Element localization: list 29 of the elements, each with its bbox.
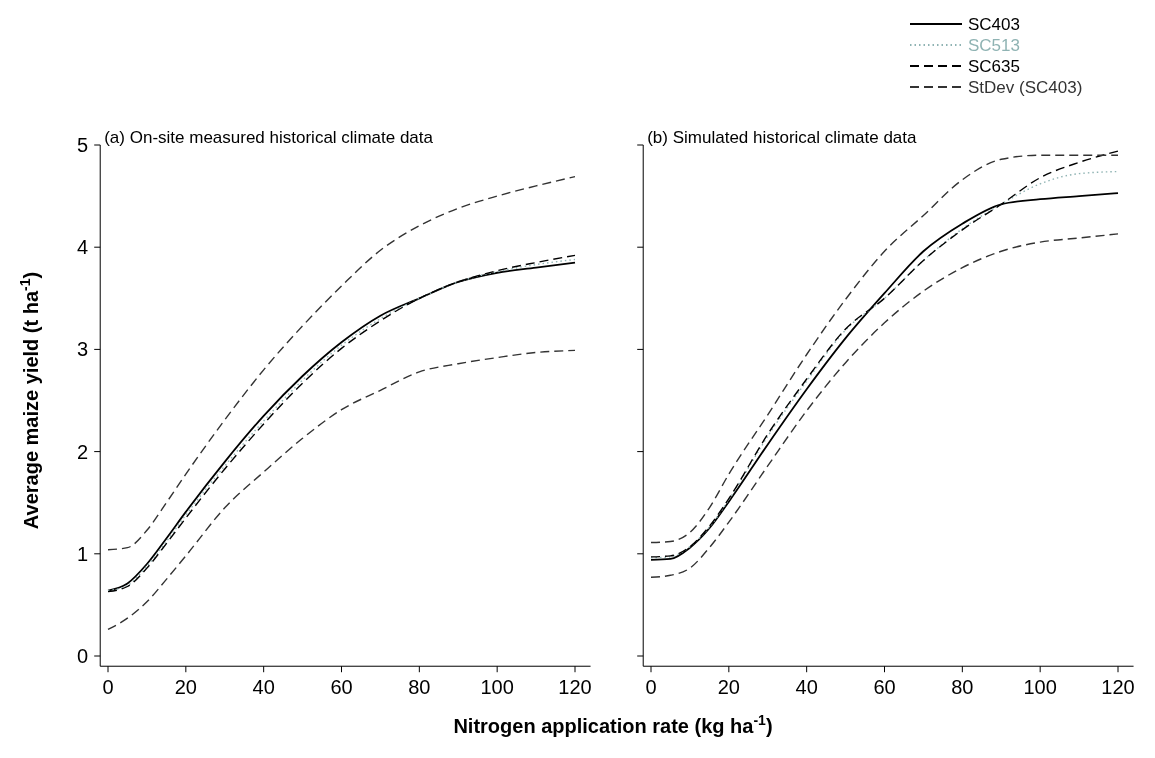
line-series xyxy=(107,175,576,551)
x-tick-label: 80 xyxy=(951,676,974,699)
x-tick-label: 60 xyxy=(330,676,353,699)
x-tick-label: 40 xyxy=(252,676,275,699)
y-tick-label: 5 xyxy=(77,134,89,156)
legend-label: SC513 xyxy=(968,36,1020,55)
x-tick-label: 0 xyxy=(645,676,657,699)
y-tick-label: 1 xyxy=(77,542,89,565)
legend-label: SC403 xyxy=(968,15,1020,34)
y-tick-label: 3 xyxy=(77,338,89,361)
legend-label: SC635 xyxy=(968,57,1020,76)
y-tick-label: 2 xyxy=(77,440,89,463)
x-tick-label: 0 xyxy=(102,676,114,699)
legend-label: StDev (SC403) xyxy=(968,78,1083,97)
x-axis-title: Nitrogen application rate (kg ha$^{-1}$) xyxy=(453,712,773,737)
line-series xyxy=(107,349,576,631)
x-tick-label: 40 xyxy=(795,676,818,699)
x-tick-label: 100 xyxy=(480,676,514,699)
x-tick-label: 60 xyxy=(873,676,896,699)
x-tick-label: 20 xyxy=(717,676,740,699)
x-tick-label: 120 xyxy=(558,676,592,699)
y-tick-label: 4 xyxy=(77,236,89,259)
x-tick-label: 100 xyxy=(1023,676,1057,699)
x-tick-label: 80 xyxy=(408,676,431,699)
chart-title: (a) On-site measured historical climate data xyxy=(104,128,434,147)
y-tick-label: 0 xyxy=(77,645,89,667)
x-tick-label: 120 xyxy=(1101,676,1135,699)
x-tick-label: 20 xyxy=(174,676,197,699)
chart-title: (b) Simulated historical climate data xyxy=(647,128,918,147)
